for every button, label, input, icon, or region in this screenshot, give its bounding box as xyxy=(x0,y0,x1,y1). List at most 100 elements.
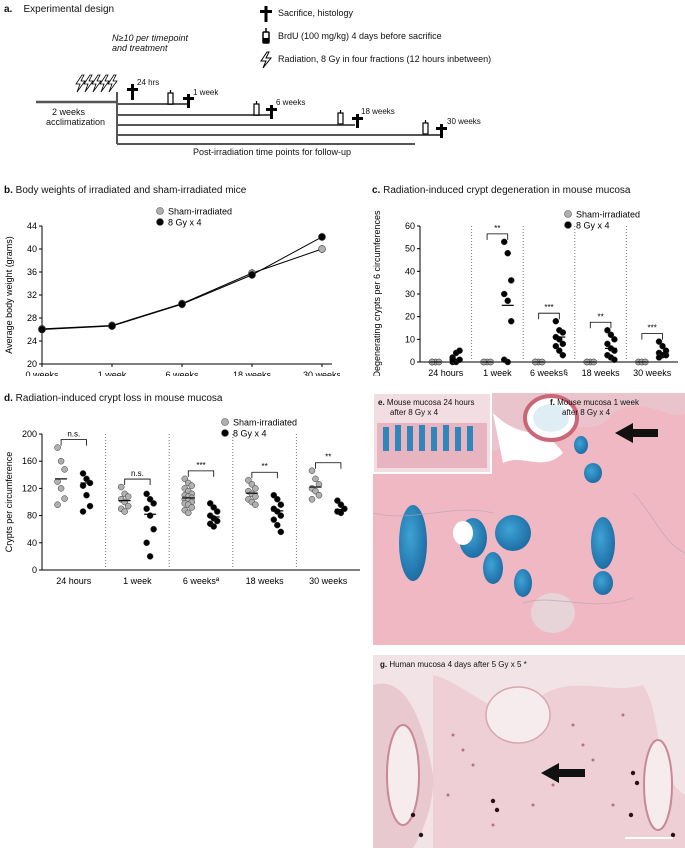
x-tick-label: 18 weeks xyxy=(582,368,621,376)
x-tick-label: 30 weeks xyxy=(633,368,672,376)
significance-bracket xyxy=(60,439,87,446)
data-point xyxy=(86,502,94,510)
data-point xyxy=(121,508,128,515)
data-point xyxy=(83,491,90,499)
data-point xyxy=(337,501,345,508)
y-tick-label: 50 xyxy=(405,244,415,254)
data-point xyxy=(662,351,670,359)
data-point xyxy=(655,354,663,361)
data-point xyxy=(604,327,611,334)
series-line xyxy=(41,248,323,330)
legend-marker xyxy=(156,207,164,215)
body-weight-chart: 20 24 28 32 36 40 44 Average body weight (grams… xyxy=(4,207,340,377)
significance-label: ** xyxy=(325,453,331,462)
data-point xyxy=(57,485,65,492)
legend-marker xyxy=(221,418,229,426)
data-point xyxy=(54,478,61,485)
significance-label: *** xyxy=(648,324,657,333)
significance-bracket xyxy=(486,233,509,240)
data-point xyxy=(248,481,256,488)
legend-marker xyxy=(564,210,572,218)
x-tick-label: 6 weeks§ xyxy=(530,368,568,376)
data-point xyxy=(456,347,463,354)
y-tick-label: 40 xyxy=(27,538,37,548)
legend-marker xyxy=(156,218,164,226)
data-point xyxy=(559,340,567,348)
data-point xyxy=(507,277,515,284)
data-point xyxy=(54,501,61,508)
y-tick-label: 200 xyxy=(22,429,37,439)
x-tick-label: 1 week xyxy=(98,370,127,376)
y-tick-label: 30 xyxy=(405,289,415,299)
x-tick-label: 24 hours xyxy=(56,576,92,584)
y-tick-label: 40 xyxy=(27,244,37,254)
data-point xyxy=(108,322,116,330)
lightning-icon xyxy=(258,51,274,69)
data-point xyxy=(315,481,323,488)
y-axis-label: Average body weight (grams) xyxy=(4,236,14,353)
data-point xyxy=(655,338,663,345)
data-point xyxy=(308,467,316,474)
data-point xyxy=(185,509,192,517)
data-point xyxy=(277,528,285,536)
data-point xyxy=(146,553,154,560)
panel-f-label: f. Mouse mucosa 1 week after 8 Gy x 4 xyxy=(550,398,639,417)
data-point xyxy=(556,347,563,354)
timeline-footer: Post-irradiation time points for follow-… xyxy=(193,147,352,157)
data-point xyxy=(500,290,508,298)
x-tick-label: 30 weeks xyxy=(309,576,348,584)
legend-label: Sham-irradiated xyxy=(576,210,640,220)
legend-sacrifice-label: Sacrifice, histology xyxy=(278,8,354,18)
data-point xyxy=(57,457,65,465)
mouse-mucosa-1week-micrograph xyxy=(373,393,685,645)
y-axis-label: Degenerating crypts per 6 circumferences xyxy=(372,210,382,376)
legend-label: 8 Gy x 4 xyxy=(576,221,610,231)
data-point xyxy=(607,331,615,339)
x-tick-label: 30 weeks xyxy=(303,370,340,376)
data-point xyxy=(315,491,323,499)
data-point xyxy=(270,491,278,499)
data-point xyxy=(188,504,196,511)
data-point xyxy=(146,496,154,503)
acclimatization-label: 2 weeks acclimatization xyxy=(46,107,106,127)
significance-bracket xyxy=(124,478,151,486)
data-point xyxy=(117,483,125,491)
timepoint-1week: 1 week xyxy=(193,88,219,97)
data-point xyxy=(210,504,217,511)
y-tick-label: 40 xyxy=(405,266,415,276)
data-point xyxy=(143,539,150,547)
data-point xyxy=(178,300,186,308)
y-axis-label: Crypts per circumference xyxy=(4,452,14,553)
legend-marker xyxy=(221,429,229,437)
legend-label: 8 Gy x 4 xyxy=(168,218,202,228)
data-point xyxy=(61,495,68,502)
data-point xyxy=(181,475,189,483)
data-point xyxy=(143,490,150,498)
data-point xyxy=(337,509,345,517)
data-point xyxy=(83,475,90,483)
timepoint-18weeks: 18 weeks xyxy=(361,107,395,116)
data-point xyxy=(146,512,154,519)
data-point xyxy=(334,497,341,504)
x-tick-label: 24 hours xyxy=(428,368,464,376)
legend-radiation-label: Radiation, 8 Gy in four fractions (12 ho… xyxy=(278,54,492,64)
data-point xyxy=(504,249,511,257)
legend-label: Sham-irradiated xyxy=(168,207,232,217)
data-point xyxy=(210,523,217,530)
timeline-diagram xyxy=(36,74,447,145)
significance-bracket xyxy=(187,470,215,477)
significance-label: *** xyxy=(196,461,205,470)
y-tick-label: 0 xyxy=(32,565,37,575)
data-point xyxy=(341,505,348,513)
y-tick-label: 20 xyxy=(27,359,37,369)
data-point xyxy=(312,475,319,483)
cross-icon xyxy=(258,5,274,23)
data-point xyxy=(552,317,560,325)
data-point xyxy=(559,351,567,359)
data-point xyxy=(277,512,285,519)
timepoint-30weeks: 30 weeks xyxy=(447,117,481,126)
significance-bracket xyxy=(315,462,342,469)
y-tick-label: 160 xyxy=(22,456,37,466)
data-point xyxy=(245,476,252,484)
